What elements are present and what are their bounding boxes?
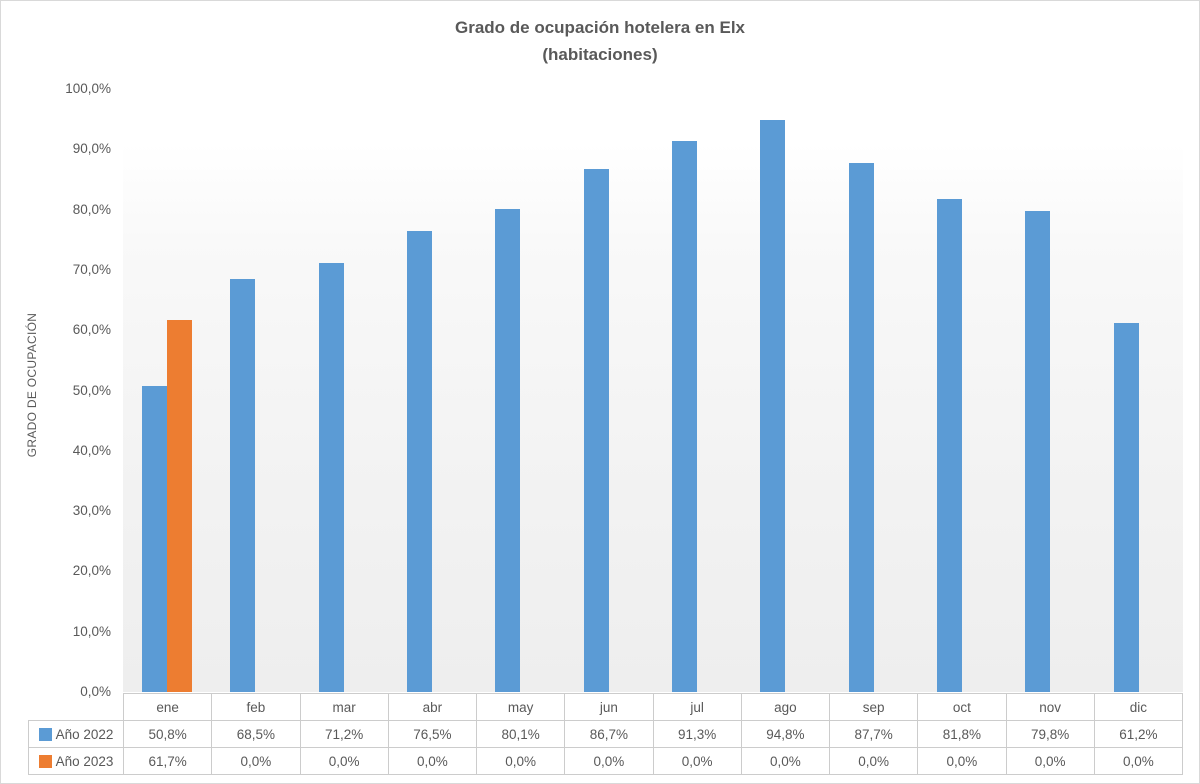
table-corner-cell (29, 694, 124, 721)
y-axis-tick-label: 60,0% (72, 322, 111, 338)
plot-area (123, 89, 1183, 692)
month-header-jun: jun (564, 693, 654, 721)
bar-a-o-2022-abr (406, 230, 433, 692)
value-cell-a-o-2022-abr: 76,5% (387, 720, 478, 748)
bar-a-o-2023-ene (167, 319, 193, 692)
data-table-body: ene feb mar abr may jun jul ago sep oct nov dic Año … (28, 693, 1184, 775)
month-header-sep: sep (828, 693, 919, 721)
month-header-oct: oct (917, 693, 1007, 721)
legend-a-o-2023: Año 2023 (28, 747, 124, 775)
legend-label: Año 2022 (55, 726, 114, 742)
month-header-nov: nov (1005, 693, 1095, 721)
bar-a-o-2022-dic (1113, 322, 1139, 692)
value-cell-a-o-2022-feb: 68,5% (211, 720, 301, 748)
value-cell-a-o-2023-nov: 0,0% (1005, 747, 1095, 775)
legend-label: Año 2023 (55, 753, 114, 769)
value-cell-a-o-2022-may: 80,1% (475, 720, 566, 748)
bar-a-o-2022-feb (230, 278, 256, 692)
y-axis-tick-label: 100,0% (65, 81, 111, 96)
month-header-may: may (475, 693, 566, 721)
month-header-mar: mar (299, 693, 389, 721)
value-cell-a-o-2022-ago: 94,8% (740, 720, 831, 748)
chart-title-block: Grado de ocupación hotelera en Elx (habi… (1, 14, 1199, 68)
value-cell-a-o-2023-dic: 0,0% (1093, 747, 1184, 775)
value-cell-a-o-2023-oct: 0,0% (917, 747, 1007, 775)
value-cell-a-o-2023-sep: 0,0% (828, 747, 919, 775)
value-cell-a-o-2022-nov: 79,8% (1005, 720, 1095, 748)
y-axis-tick-label: 10,0% (72, 623, 111, 639)
value-cell-a-o-2023-may: 0,0% (475, 747, 566, 775)
chart-subtitle: (habitaciones) (542, 45, 658, 64)
table-row-a-o-2023: Año 2023 61,7% 0,0% 0,0% 0,0% 0,0% 0,0% 0,0% 0,0… (28, 747, 1184, 775)
value-cell-a-o-2022-mar: 71,2% (299, 720, 389, 748)
value-cell-a-o-2022-jul: 91,3% (652, 720, 742, 748)
bar-a-o-2022-may (495, 209, 521, 692)
table-header-row: ene feb mar abr may jun jul ago sep oct nov dic (29, 693, 1184, 721)
month-header-ago: ago (740, 693, 831, 721)
table-row-a-o-2022: Año 2022 50,8% 68,5% 71,2% 76,5% 80,1% 86,7% 91… (28, 720, 1184, 748)
series-color-swatch-icon (38, 754, 52, 768)
legend-a-o-2022: Año 2022 (28, 720, 124, 748)
data-table: ene feb mar abr may jun jul ago sep oct nov dic Año … (28, 693, 1184, 775)
y-axis-tick-label: 0,0% (80, 684, 111, 699)
value-cell-a-o-2023-jul: 0,0% (652, 747, 742, 775)
value-cell-a-o-2022-oct: 81,8% (917, 720, 1007, 748)
value-cell-a-o-2023-mar: 0,0% (299, 747, 389, 775)
bar-a-o-2022-sep (848, 163, 874, 692)
month-header-dic: dic (1093, 693, 1184, 721)
y-axis-tick-label: 50,0% (72, 382, 111, 398)
y-axis: 100,0% 90,0% 80,0% 70,0% 60,0% 50,0% 40,0% 30,0… (1, 1, 113, 783)
value-cell-a-o-2022-sep: 87,7% (828, 720, 919, 748)
month-header-feb: feb (211, 693, 301, 721)
value-cell-a-o-2023-jun: 0,0% (564, 747, 654, 775)
bar-a-o-2022-ago (760, 120, 786, 692)
bar-a-o-2022-jun (583, 169, 609, 692)
value-cell-a-o-2023-feb: 0,0% (211, 747, 301, 775)
bar-a-o-2022-oct (936, 198, 963, 692)
y-axis-tick-label: 80,0% (72, 201, 111, 217)
value-cell-a-o-2022-jun: 86,7% (564, 720, 654, 748)
value-cell-a-o-2023-abr: 0,0% (387, 747, 478, 775)
series-color-swatch-icon (38, 727, 52, 741)
bar-a-o-2022-mar (318, 262, 344, 692)
value-cell-a-o-2022-ene: 50,8% (122, 720, 213, 748)
y-axis-tick-label: 40,0% (72, 442, 111, 458)
value-cell-a-o-2023-ago: 0,0% (740, 747, 831, 775)
chart-title: Grado de ocupación hotelera en Elx (454, 18, 745, 37)
bar-a-o-2022-ene (141, 385, 168, 692)
value-cell-a-o-2022-dic: 61,2% (1093, 720, 1184, 748)
y-axis-tick-label: 20,0% (72, 563, 111, 579)
value-cell-a-o-2023-ene: 61,7% (122, 747, 213, 775)
bar-a-o-2022-nov (1025, 210, 1051, 692)
month-header-jul: jul (652, 693, 742, 721)
y-axis-tick-label: 70,0% (72, 261, 111, 277)
y-axis-tick-label: 30,0% (72, 503, 111, 519)
y-axis-tick-label: 90,0% (72, 141, 111, 157)
month-header-ene: ene (122, 693, 213, 721)
bar-a-o-2022-jul (671, 141, 698, 692)
month-header-abr: abr (387, 693, 478, 721)
